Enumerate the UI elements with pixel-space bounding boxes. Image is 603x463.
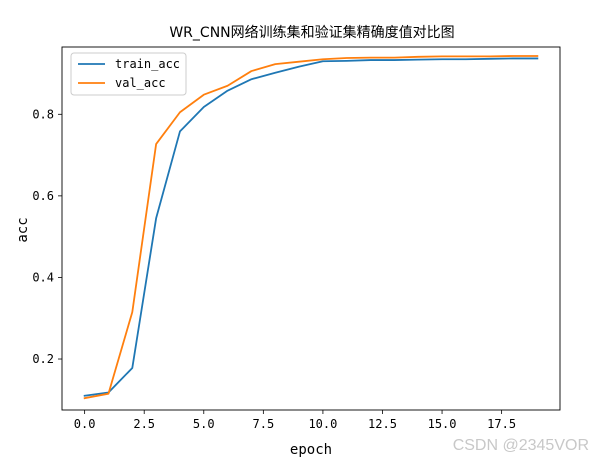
series-line-val-acc xyxy=(83,55,539,400)
x-tick-label: 7.5 xyxy=(253,417,275,431)
x-tick-label: 17.5 xyxy=(487,417,516,431)
legend-label-train-acc: train_acc xyxy=(115,57,180,71)
y-tick-label: 0.8 xyxy=(32,107,54,121)
legend-label-val-acc: val_acc xyxy=(115,76,166,90)
y-tick-label: 0.4 xyxy=(32,270,54,284)
chart-title: WR_CNN网络训练集和验证集精确度值对比图 xyxy=(169,24,454,41)
watermark: CSDN @2345VOR xyxy=(452,437,589,454)
x-tick-label: 0.0 xyxy=(74,417,96,431)
series-lines xyxy=(83,55,539,400)
y-axis-label: acc xyxy=(15,217,31,242)
x-tick-label: 10.0 xyxy=(308,417,337,431)
plot-frame xyxy=(61,46,561,411)
series-line-train-acc xyxy=(83,57,539,397)
x-tick-label: 2.5 xyxy=(133,417,155,431)
x-axis-label: epoch xyxy=(290,442,332,458)
legend: train_acc val_acc xyxy=(70,52,187,96)
plot-area xyxy=(62,47,560,410)
x-tick-label: 12.5 xyxy=(368,417,397,431)
y-tick-label: 0.2 xyxy=(32,352,54,366)
x-axis-ticks: 0.0 2.5 5.0 7.5 10.0 12.5 15.0 17.5 xyxy=(74,410,516,431)
x-tick-label: 5.0 xyxy=(193,417,215,431)
x-tick-label: 15.0 xyxy=(428,417,457,431)
y-axis-ticks: 0.2 0.4 0.6 0.8 xyxy=(32,107,62,366)
y-tick-label: 0.6 xyxy=(32,189,54,203)
